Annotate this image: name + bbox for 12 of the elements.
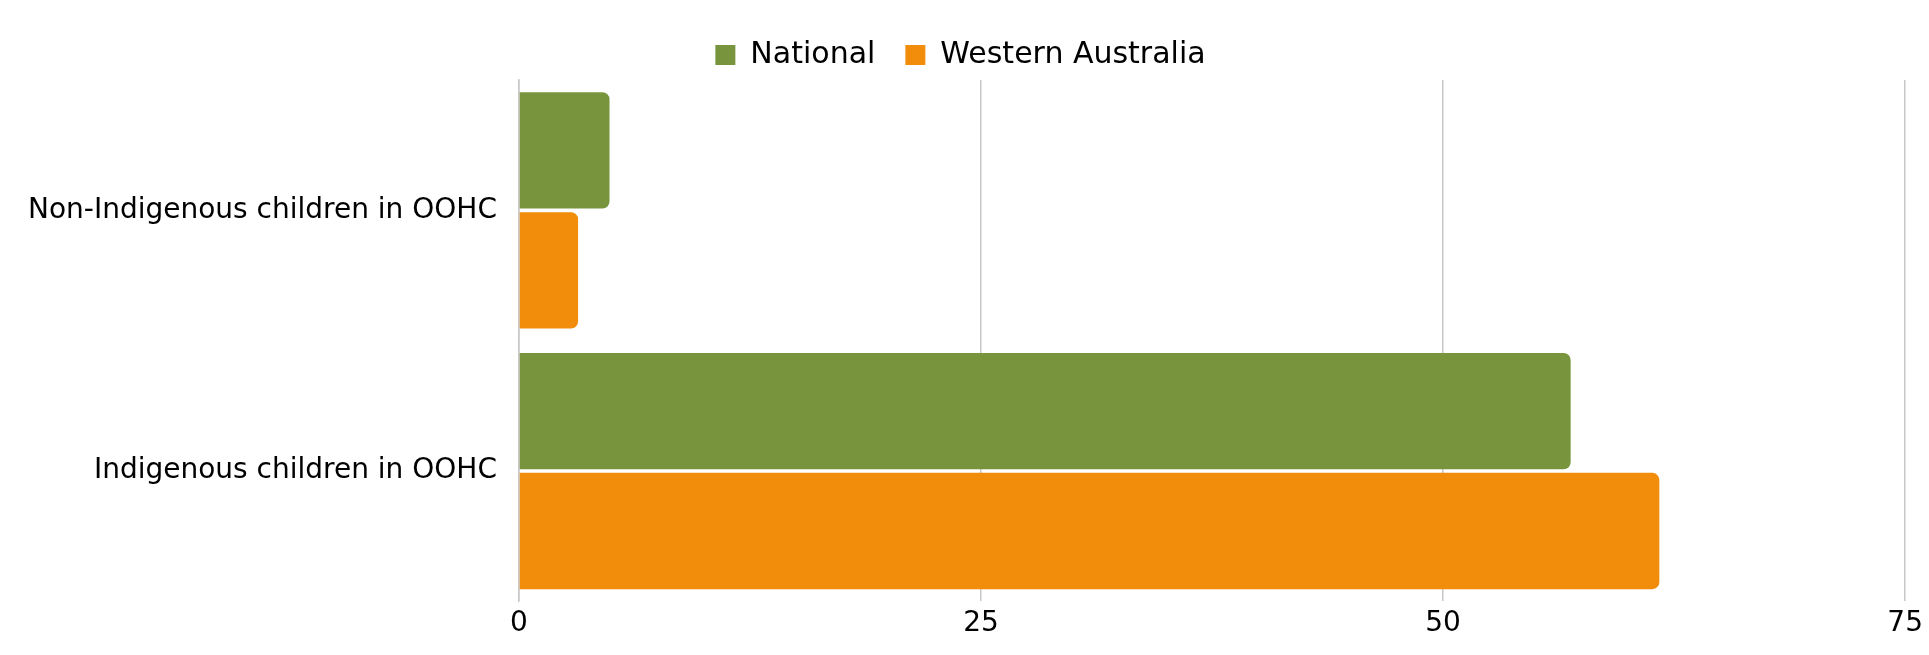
legend-label: Western Australia: [940, 34, 1206, 70]
legend-label: National: [750, 34, 876, 70]
x-tick-label: 25: [963, 605, 999, 639]
bar: [519, 92, 610, 209]
x-tick-label: 75: [1887, 605, 1924, 639]
y-tick-label: Non-Indigenous children in OOHC: [27, 191, 497, 225]
bar: [519, 212, 579, 329]
x-tick-label: 50: [1425, 605, 1461, 639]
bar: [519, 472, 1660, 590]
bar: [519, 352, 1571, 470]
x-tick-label: 0: [510, 605, 528, 639]
y-tick-label: Indigenous children in OOHC: [93, 452, 497, 486]
